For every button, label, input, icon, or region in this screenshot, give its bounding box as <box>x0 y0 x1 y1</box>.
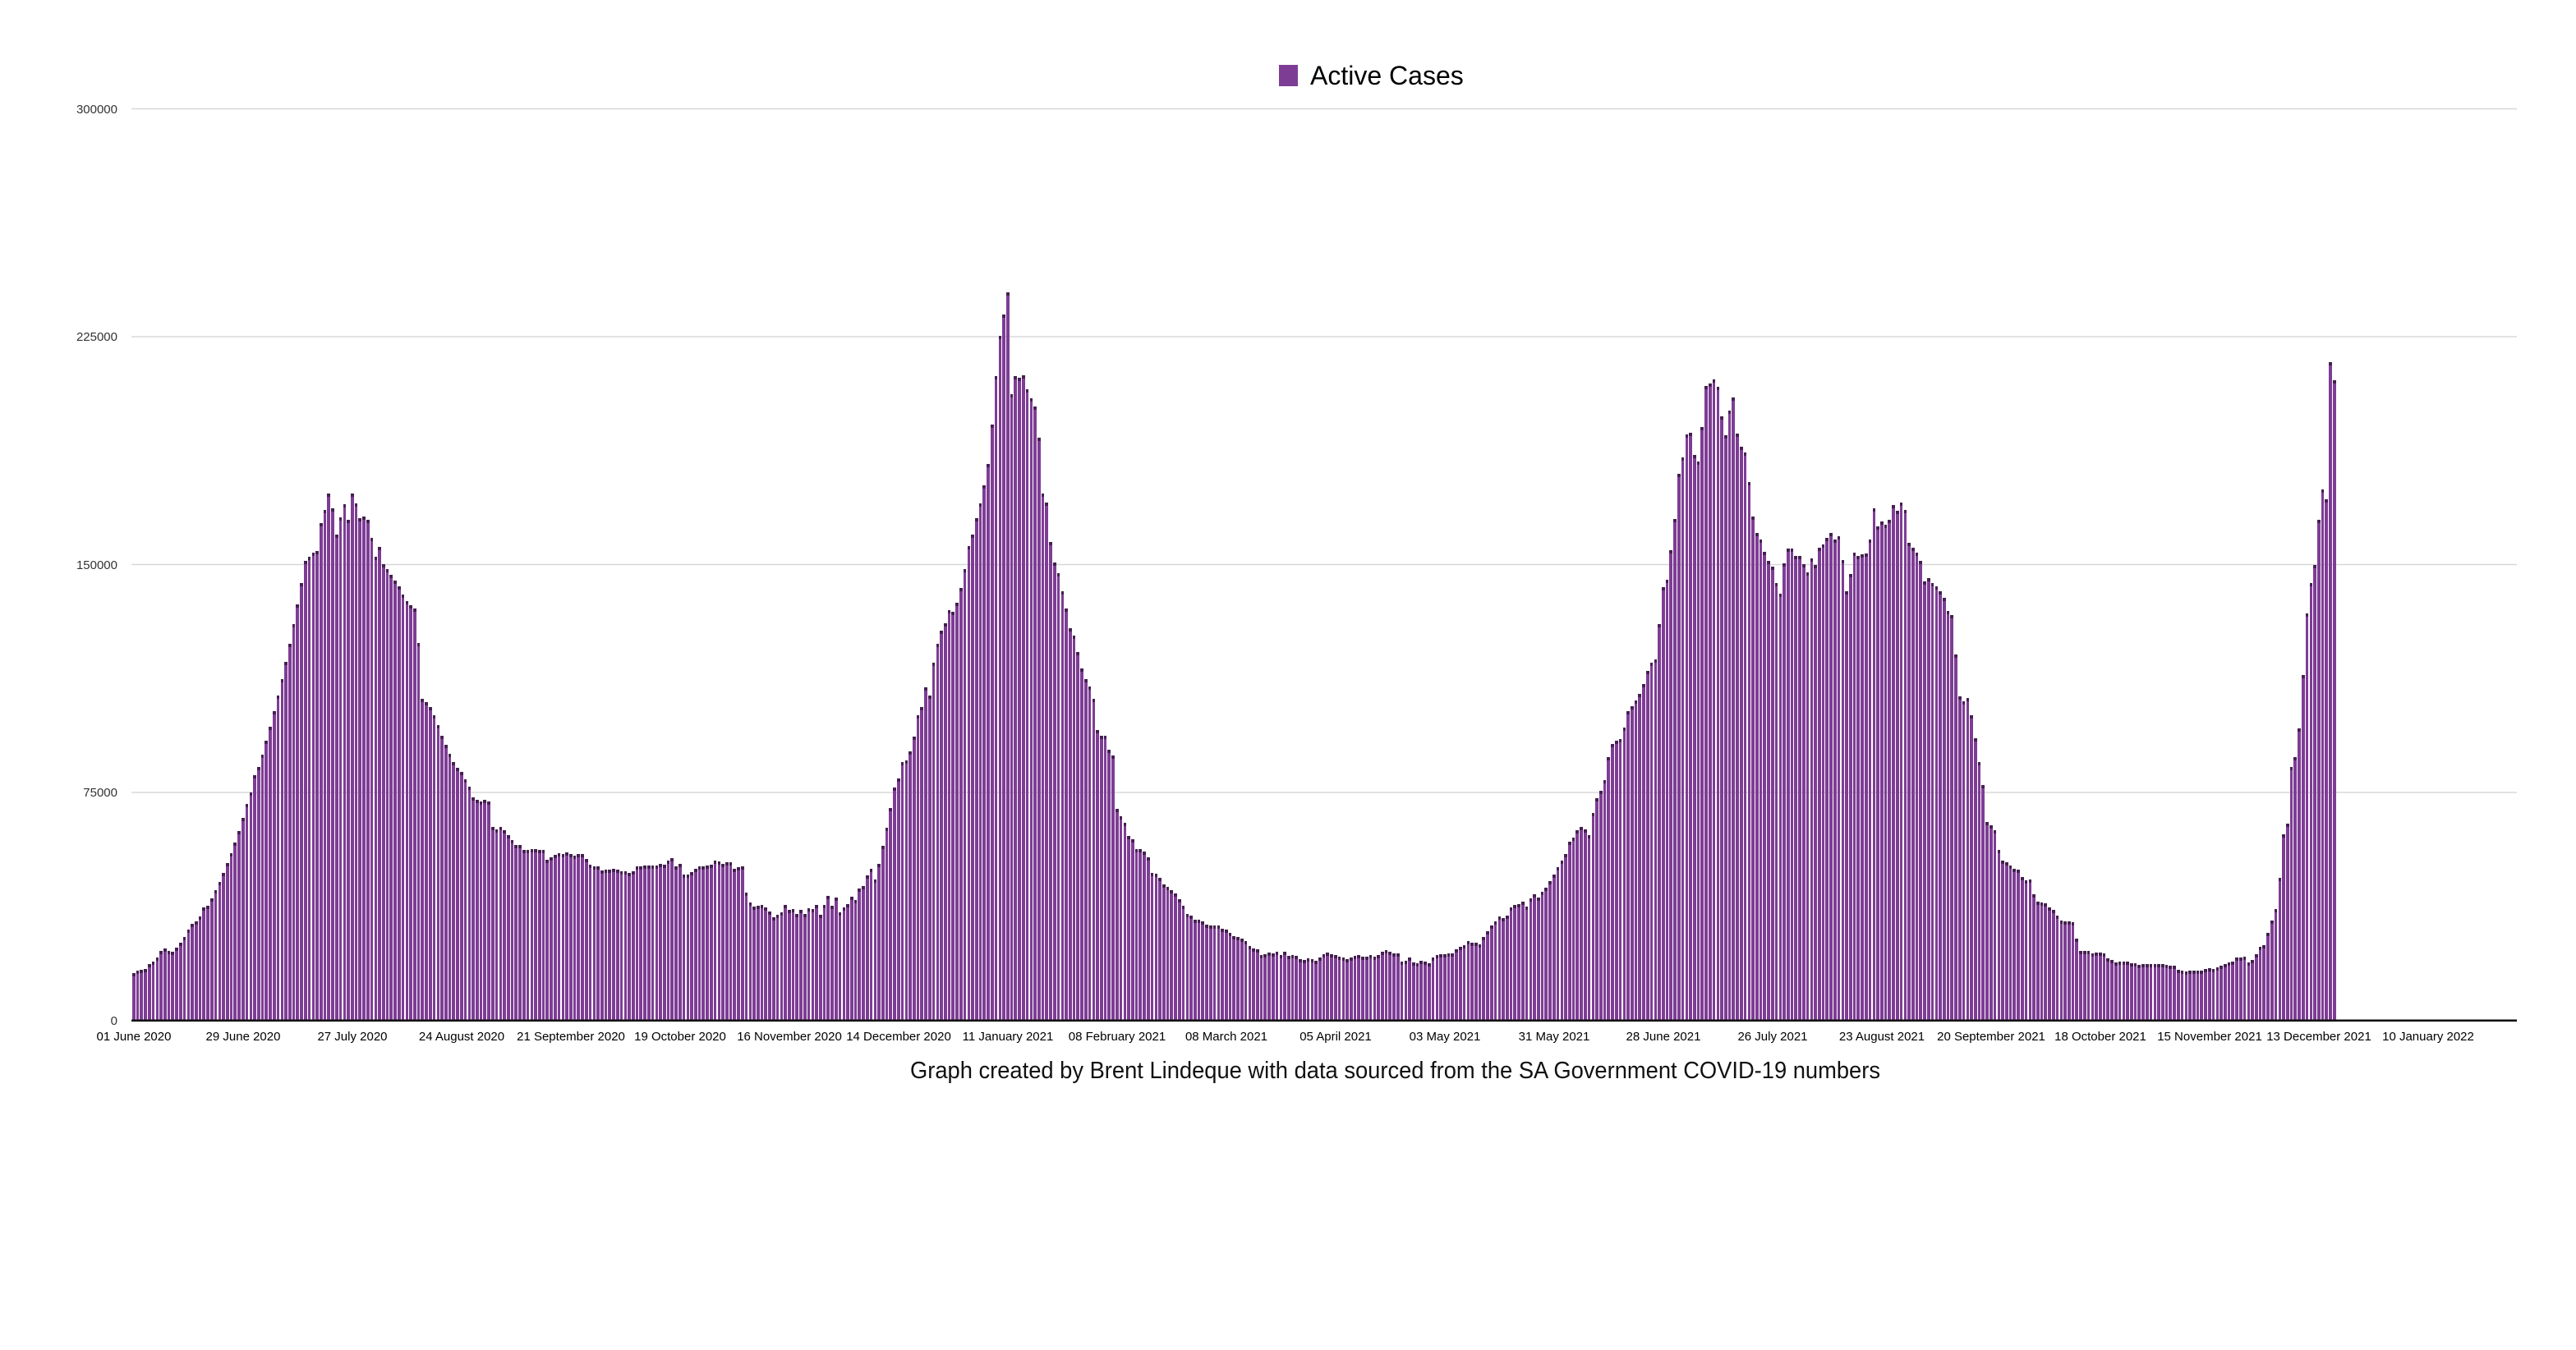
svg-text:14 December 2020: 14 December 2020 <box>846 1030 951 1044</box>
svg-text:20 September 2021: 20 September 2021 <box>1937 1030 2045 1044</box>
svg-text:0: 0 <box>111 1014 117 1028</box>
svg-text:Graph created by Brent Lindequ: Graph created by Brent Lindeque with dat… <box>910 1058 1880 1084</box>
svg-text:08 March 2021: 08 March 2021 <box>1185 1030 1267 1044</box>
svg-text:08 February 2021: 08 February 2021 <box>1069 1030 1166 1044</box>
svg-text:11 January 2021: 11 January 2021 <box>963 1030 1054 1044</box>
svg-text:31 May 2021: 31 May 2021 <box>1519 1030 1590 1044</box>
svg-text:01 June 2020: 01 June 2020 <box>97 1030 172 1044</box>
svg-text:15 November 2021: 15 November 2021 <box>2157 1030 2262 1044</box>
svg-text:29 June 2020: 29 June 2020 <box>206 1030 281 1044</box>
svg-text:28 June 2021: 28 June 2021 <box>1626 1030 1701 1044</box>
svg-text:16 November 2020: 16 November 2020 <box>737 1030 842 1044</box>
svg-text:21 September 2020: 21 September 2020 <box>517 1030 625 1044</box>
svg-text:19 October 2020: 19 October 2020 <box>634 1030 726 1044</box>
svg-text:300000: 300000 <box>76 103 117 117</box>
svg-text:75000: 75000 <box>83 786 117 800</box>
svg-text:26 July 2021: 26 July 2021 <box>1737 1030 1807 1044</box>
svg-text:Active Cases: Active Cases <box>1310 61 1464 90</box>
svg-text:24 August 2020: 24 August 2020 <box>419 1030 504 1044</box>
svg-text:10 January 2022: 10 January 2022 <box>2382 1030 2474 1044</box>
svg-text:03 May 2021: 03 May 2021 <box>1410 1030 1481 1044</box>
svg-text:18 October 2021: 18 October 2021 <box>2054 1030 2146 1044</box>
svg-text:27 July 2020: 27 July 2020 <box>317 1030 387 1044</box>
svg-text:150000: 150000 <box>76 558 117 572</box>
svg-text:05 April 2021: 05 April 2021 <box>1300 1030 1372 1044</box>
svg-text:13 December 2021: 13 December 2021 <box>2266 1030 2371 1044</box>
svg-text:225000: 225000 <box>76 330 117 344</box>
svg-text:23 August 2021: 23 August 2021 <box>1839 1030 1925 1044</box>
